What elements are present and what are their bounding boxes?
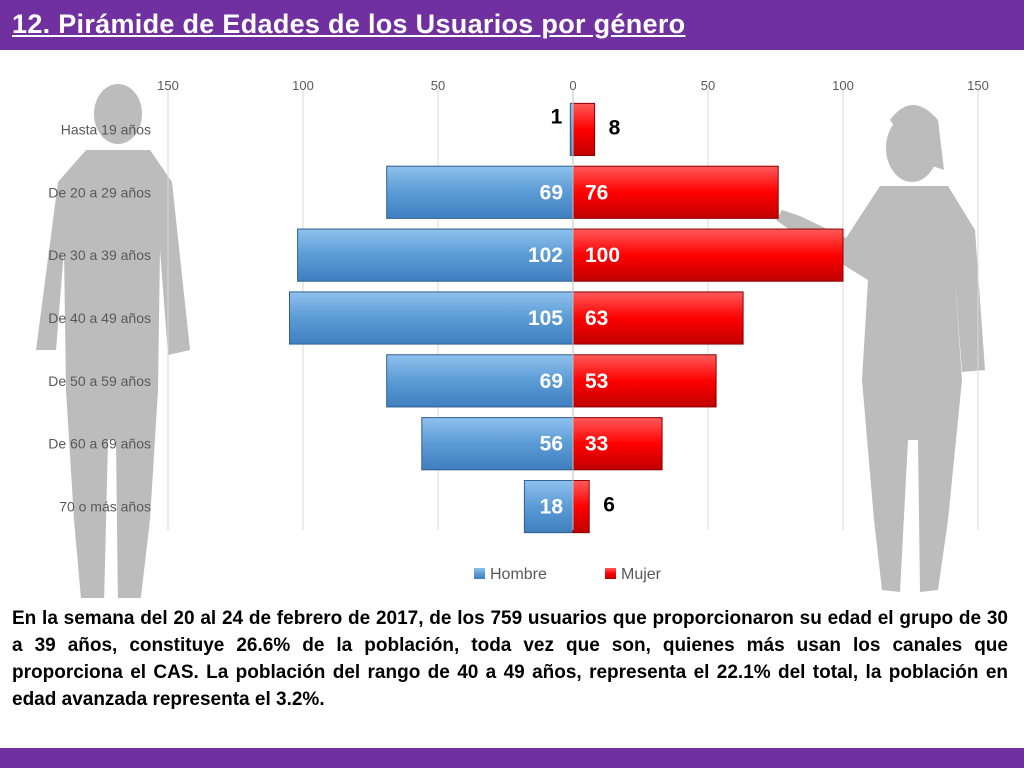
bars <box>289 102 844 534</box>
data-label-mujer: 100 <box>585 244 620 267</box>
data-label-hombre: 105 <box>528 307 563 330</box>
legend-swatch-mujer <box>605 568 616 579</box>
category-label: De 40 a 49 años <box>48 310 151 326</box>
category-label: De 30 a 39 años <box>48 247 151 263</box>
x-tick-label: 50 <box>431 78 445 93</box>
data-label-hombre: 56 <box>540 433 563 456</box>
category-label: 70 o más años <box>59 499 151 515</box>
category-label: De 50 a 59 años <box>48 373 151 389</box>
x-axis-ticks: 150 100 50 0 50 100 150 <box>157 78 989 93</box>
bar-hombre <box>297 228 574 282</box>
x-tick-label: 100 <box>832 78 854 93</box>
data-label-mujer: 63 <box>585 307 608 330</box>
x-tick-label: 150 <box>157 78 179 93</box>
category-label: De 60 a 69 años <box>48 436 151 452</box>
data-label-mujer: 8 <box>609 116 621 139</box>
footer-bar <box>0 748 1024 768</box>
legend-swatch-hombre <box>474 568 485 579</box>
category-label: De 20 a 29 años <box>48 184 151 200</box>
x-tick-label: 0 <box>569 78 576 93</box>
bar-hombre <box>386 165 574 219</box>
bar-mujer <box>572 479 590 534</box>
legend: Hombre Mujer <box>474 566 662 583</box>
data-label-hombre: 69 <box>540 370 563 393</box>
bar-mujer <box>572 102 596 157</box>
bar-mujer <box>572 417 663 471</box>
woman-silhouette <box>776 105 985 592</box>
x-tick-label: 100 <box>292 78 314 93</box>
data-label-mujer: 53 <box>585 370 608 393</box>
data-label-hombre: 102 <box>528 244 563 267</box>
bar-hombre <box>289 291 574 345</box>
bar-hombre <box>421 417 574 471</box>
man-silhouette <box>36 84 190 598</box>
bar-mujer <box>572 228 844 282</box>
summary-paragraph: En la semana del 20 al 24 de febrero de … <box>12 608 1008 710</box>
legend-label-hombre: Hombre <box>490 566 547 583</box>
data-label-hombre: 18 <box>540 496 564 519</box>
page-title: 12. Pirámide de Edades de los Usuarios p… <box>12 9 686 39</box>
data-label-mujer: 33 <box>585 433 608 456</box>
category-labels: Hasta 19 años De 20 a 29 años De 30 a 39 a… <box>48 121 151 514</box>
bar-hombre <box>386 354 574 408</box>
data-label-mujer: 76 <box>585 181 608 204</box>
legend-label-mujer: Mujer <box>621 566 662 583</box>
category-label: Hasta 19 años <box>61 121 151 137</box>
population-pyramid-chart: 150 100 50 0 50 100 150 Hasta 19 años De 20 a 2… <box>36 78 989 598</box>
title-bar: 12. Pirámide de Edades de los Usuarios p… <box>0 0 1024 50</box>
data-label-hombre: 1 <box>551 105 563 128</box>
data-label-hombre: 69 <box>540 181 563 204</box>
bar-hombre <box>523 479 574 534</box>
bar-mujer <box>572 354 717 408</box>
x-tick-label: 150 <box>967 78 989 93</box>
x-tick-label: 50 <box>701 78 715 93</box>
bar-mujer <box>572 165 779 219</box>
bar-mujer <box>572 291 744 345</box>
data-label-mujer: 6 <box>603 494 615 517</box>
